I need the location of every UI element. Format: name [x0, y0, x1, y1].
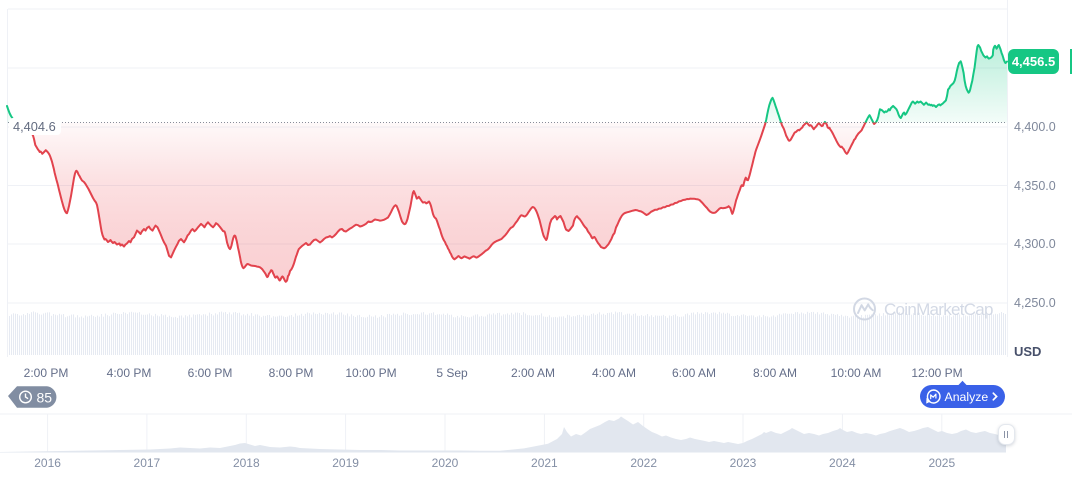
svg-text:85: 85: [37, 390, 53, 406]
svg-text:Analyze: Analyze: [945, 390, 989, 404]
